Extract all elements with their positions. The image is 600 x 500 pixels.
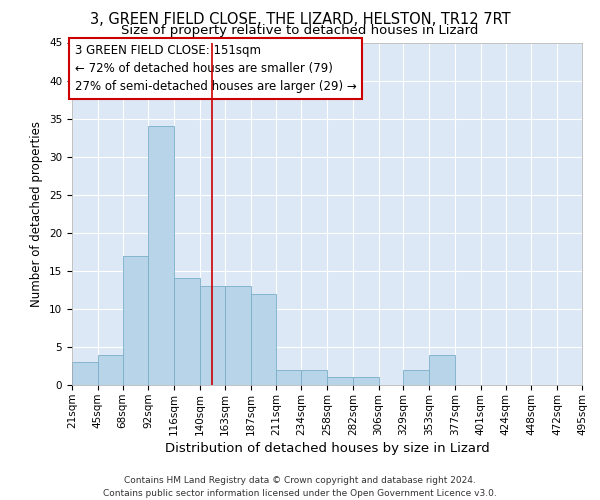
Bar [148, 126, 174, 385]
Text: Size of property relative to detached houses in Lizard: Size of property relative to detached ho… [121, 24, 479, 37]
Bar [277, 370, 301, 385]
Y-axis label: Number of detached properties: Number of detached properties [31, 120, 43, 306]
Bar [353, 378, 379, 385]
Bar [72, 362, 98, 385]
Bar [225, 286, 251, 385]
Bar [429, 354, 455, 385]
Text: Contains HM Land Registry data © Crown copyright and database right 2024.
Contai: Contains HM Land Registry data © Crown c… [103, 476, 497, 498]
Text: 3 GREEN FIELD CLOSE: 151sqm
← 72% of detached houses are smaller (79)
27% of sem: 3 GREEN FIELD CLOSE: 151sqm ← 72% of det… [74, 44, 356, 93]
Bar [98, 354, 122, 385]
Bar [251, 294, 277, 385]
Bar [200, 286, 225, 385]
X-axis label: Distribution of detached houses by size in Lizard: Distribution of detached houses by size … [164, 442, 490, 454]
Bar [301, 370, 327, 385]
Text: 3, GREEN FIELD CLOSE, THE LIZARD, HELSTON, TR12 7RT: 3, GREEN FIELD CLOSE, THE LIZARD, HELSTO… [89, 12, 511, 28]
Bar [122, 256, 148, 385]
Bar [327, 378, 353, 385]
Bar [403, 370, 429, 385]
Bar [174, 278, 200, 385]
